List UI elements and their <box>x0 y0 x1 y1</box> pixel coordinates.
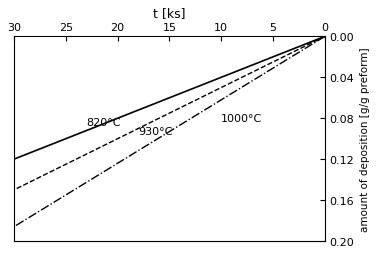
Y-axis label: amount of deposition [g/g preform]: amount of deposition [g/g preform] <box>360 47 370 231</box>
Text: 930°C: 930°C <box>138 126 173 136</box>
Text: 820°C: 820°C <box>86 118 121 128</box>
Text: 1000°C: 1000°C <box>221 113 262 123</box>
X-axis label: t [ks]: t [ks] <box>153 7 185 20</box>
